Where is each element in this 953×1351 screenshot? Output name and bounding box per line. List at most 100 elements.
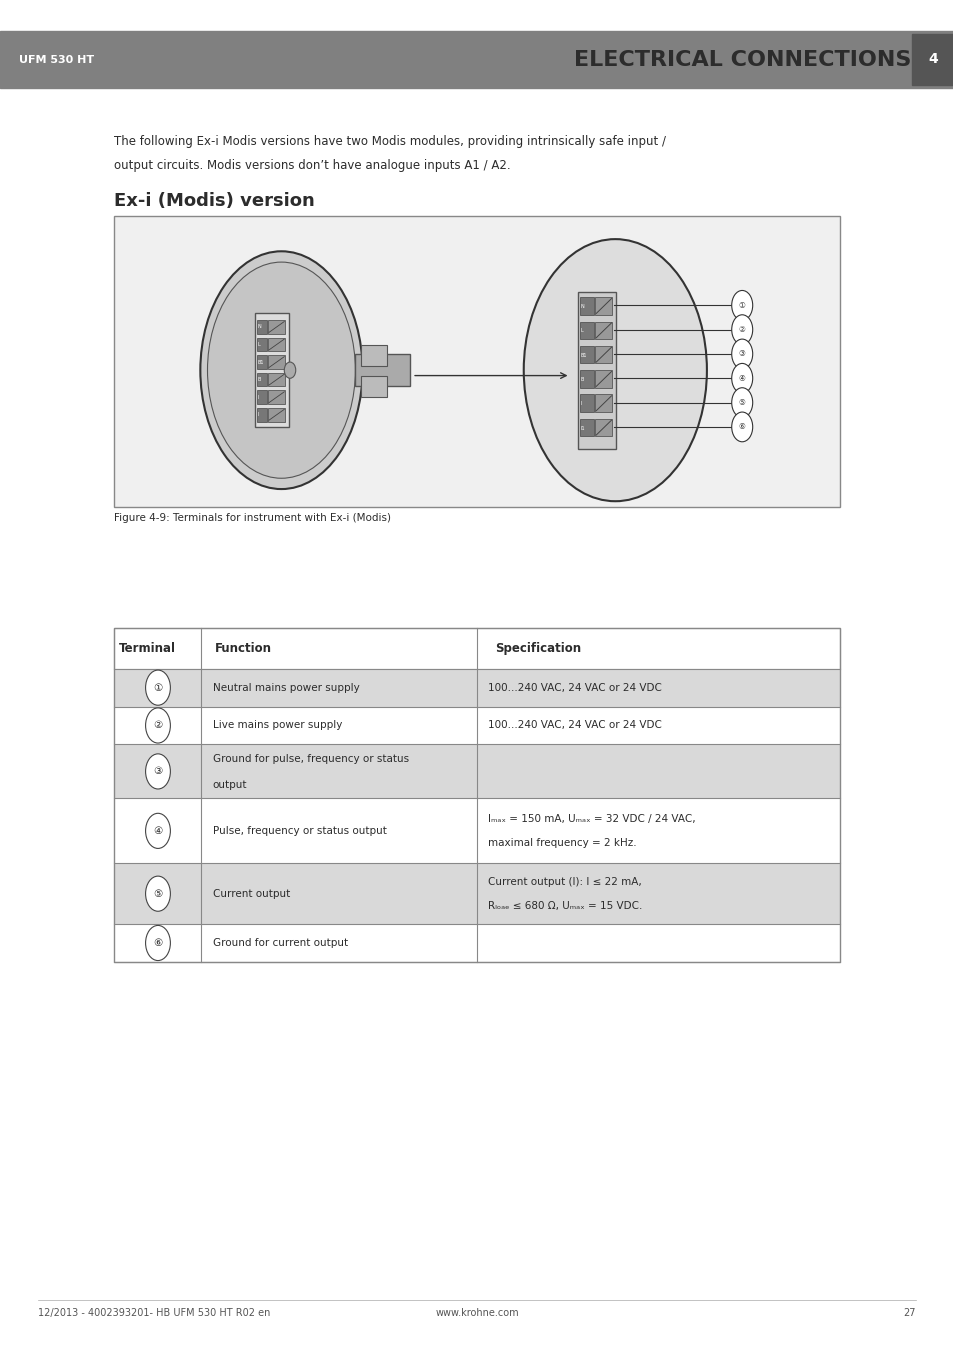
- Text: I1: I1: [580, 426, 585, 431]
- Text: L: L: [257, 342, 260, 347]
- Text: N: N: [257, 324, 261, 330]
- Bar: [595, 346, 612, 363]
- Text: 27: 27: [902, 1308, 915, 1319]
- Text: Current output (I): I ≤ 22 mA,: Current output (I): I ≤ 22 mA,: [487, 877, 641, 886]
- Text: The following Ex-i Modis versions have two Modis modules, providing intrinsicall: The following Ex-i Modis versions have t…: [114, 135, 666, 149]
- Text: ⑤: ⑤: [738, 399, 745, 407]
- Text: Neutral mains power supply: Neutral mains power supply: [213, 682, 359, 693]
- Bar: [256, 320, 267, 334]
- Ellipse shape: [207, 262, 355, 478]
- Text: 4: 4: [927, 53, 937, 66]
- Bar: [114, 798, 839, 863]
- Bar: [579, 346, 594, 363]
- Circle shape: [731, 290, 752, 320]
- Bar: [578, 292, 616, 449]
- Text: ④: ④: [153, 825, 162, 836]
- Text: B: B: [257, 377, 261, 382]
- Text: N: N: [580, 304, 584, 309]
- Text: 12/2013 - 4002393201- HB UFM 530 HT R02 en: 12/2013 - 4002393201- HB UFM 530 HT R02 …: [38, 1308, 271, 1319]
- Bar: [579, 370, 594, 388]
- Bar: [595, 370, 612, 388]
- Text: Iₘₐₓ = 150 mA, Uₘₐₓ = 32 VDC / 24 VAC,: Iₘₐₓ = 150 mA, Uₘₐₓ = 32 VDC / 24 VAC,: [487, 813, 695, 824]
- Circle shape: [731, 363, 752, 393]
- Text: output circuits. Modis versions don’t have analogue inputs A1 / A2.: output circuits. Modis versions don’t ha…: [114, 159, 511, 173]
- Text: ③: ③: [153, 766, 162, 777]
- Ellipse shape: [200, 251, 362, 489]
- Bar: [114, 707, 839, 744]
- Text: Ground for current output: Ground for current output: [213, 938, 347, 948]
- Text: B: B: [580, 377, 584, 382]
- Text: B1: B1: [580, 353, 587, 358]
- Circle shape: [284, 362, 295, 378]
- Bar: [268, 408, 285, 422]
- Text: L: L: [580, 328, 583, 334]
- Text: Terminal: Terminal: [119, 642, 175, 655]
- Bar: [268, 355, 285, 369]
- Text: ②: ②: [153, 720, 162, 731]
- Text: Pulse, frequency or status output: Pulse, frequency or status output: [213, 825, 386, 836]
- Text: www.krohne.com: www.krohne.com: [435, 1308, 518, 1319]
- Bar: [114, 628, 839, 669]
- Text: I: I: [580, 401, 582, 407]
- Circle shape: [146, 877, 171, 911]
- Bar: [268, 390, 285, 404]
- Text: Current output: Current output: [213, 889, 290, 898]
- Bar: [114, 628, 839, 962]
- Circle shape: [146, 670, 171, 705]
- Bar: [268, 320, 285, 334]
- Text: output: output: [213, 780, 247, 790]
- Text: ④: ④: [738, 374, 745, 382]
- Bar: [911, 34, 953, 85]
- Text: B1: B1: [257, 359, 264, 365]
- Bar: [114, 863, 839, 924]
- Ellipse shape: [523, 239, 706, 501]
- Circle shape: [146, 754, 171, 789]
- Text: ②: ②: [738, 326, 745, 334]
- Text: I: I: [257, 394, 259, 400]
- Text: ①: ①: [738, 301, 745, 309]
- Bar: [579, 297, 594, 315]
- Bar: [114, 216, 839, 507]
- Circle shape: [146, 708, 171, 743]
- Bar: [355, 354, 410, 386]
- Text: 100...240 VAC, 24 VAC or 24 VDC: 100...240 VAC, 24 VAC or 24 VDC: [487, 682, 661, 693]
- Circle shape: [731, 412, 752, 442]
- Bar: [579, 322, 594, 339]
- Bar: [254, 313, 289, 427]
- Text: Live mains power supply: Live mains power supply: [213, 720, 341, 731]
- Bar: [256, 355, 267, 369]
- Bar: [256, 390, 267, 404]
- Bar: [360, 376, 387, 397]
- Text: Function: Function: [215, 642, 272, 655]
- Text: ELECTRICAL CONNECTIONS: ELECTRICAL CONNECTIONS: [573, 50, 910, 70]
- Bar: [114, 669, 839, 707]
- Circle shape: [731, 388, 752, 417]
- Bar: [256, 408, 267, 422]
- Bar: [0, 31, 953, 88]
- Text: maximal frequency = 2 kHz.: maximal frequency = 2 kHz.: [487, 838, 636, 848]
- Bar: [268, 338, 285, 351]
- Text: ⑥: ⑥: [153, 938, 162, 948]
- Bar: [114, 744, 839, 798]
- Circle shape: [146, 813, 171, 848]
- Bar: [595, 322, 612, 339]
- Circle shape: [146, 925, 171, 961]
- Text: Specification: Specification: [495, 642, 580, 655]
- Bar: [256, 373, 267, 386]
- Text: Rₗₒₐₑ ≤ 680 Ω, Uₘₐₓ = 15 VDC.: Rₗₒₐₑ ≤ 680 Ω, Uₘₐₓ = 15 VDC.: [487, 901, 641, 911]
- Text: ①: ①: [153, 682, 162, 693]
- Bar: [595, 297, 612, 315]
- Bar: [114, 924, 839, 962]
- Text: UFM 530 HT: UFM 530 HT: [19, 55, 94, 65]
- Text: Figure 4-9: Terminals for instrument with Ex-i (Modis): Figure 4-9: Terminals for instrument wit…: [114, 513, 391, 523]
- Bar: [268, 373, 285, 386]
- Bar: [579, 394, 594, 412]
- Bar: [595, 394, 612, 412]
- Circle shape: [731, 339, 752, 369]
- Bar: [360, 345, 387, 366]
- Text: Ground for pulse, frequency or status: Ground for pulse, frequency or status: [213, 754, 408, 765]
- Bar: [579, 419, 594, 436]
- Bar: [595, 419, 612, 436]
- Text: ③: ③: [738, 350, 745, 358]
- Bar: [256, 338, 267, 351]
